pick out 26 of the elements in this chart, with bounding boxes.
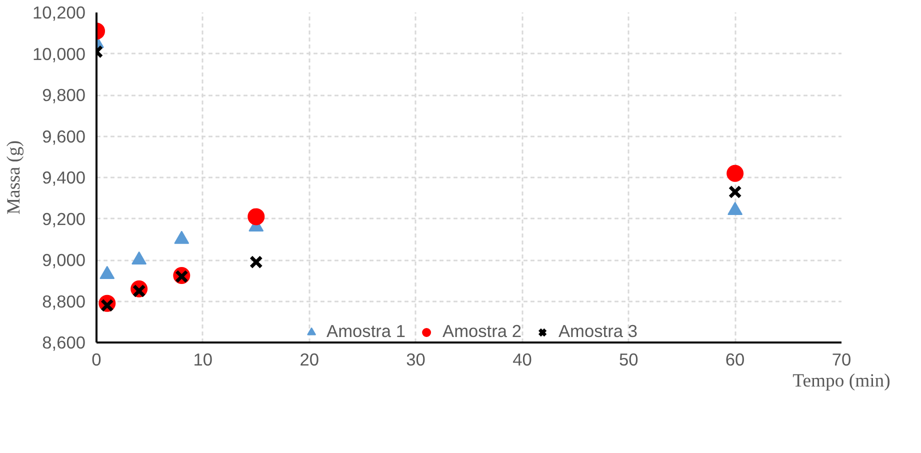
point [248, 208, 265, 226]
y-tick-label: 9,200 [42, 208, 86, 229]
x-tick-label: 60 [725, 350, 745, 370]
y-tick-label: 10,200 [32, 2, 86, 22]
x-tick-label: 10 [193, 350, 213, 370]
legend-label: Amostra 3 [558, 321, 638, 342]
y-tick-label: 9,000 [42, 250, 86, 270]
legend-label: Amostra 1 [326, 321, 406, 342]
x-axis-title: Tempo (min) [792, 370, 890, 392]
x-tick-label: 40 [512, 350, 532, 370]
point [728, 185, 742, 199]
legend-label: Amostra 2 [442, 321, 522, 342]
x-tick-label: 20 [300, 350, 319, 370]
x-tick-label: 70 [832, 350, 852, 370]
x-tick-label: 50 [619, 350, 638, 370]
y-tick-label: 8,800 [42, 291, 86, 312]
x-tick-label: 0 [92, 350, 102, 370]
y-tick-label: 10,000 [32, 44, 86, 64]
x-tick-label: 30 [406, 350, 426, 370]
y-tick-label: 9,800 [42, 85, 86, 105]
y-axis-title: Massa (g) [4, 140, 24, 215]
y-tick-label: 9,600 [42, 126, 86, 146]
point [726, 164, 744, 182]
y-tick-label: 9,400 [42, 168, 86, 188]
point [249, 255, 263, 269]
y-tick-label: 8,600 [42, 332, 86, 352]
